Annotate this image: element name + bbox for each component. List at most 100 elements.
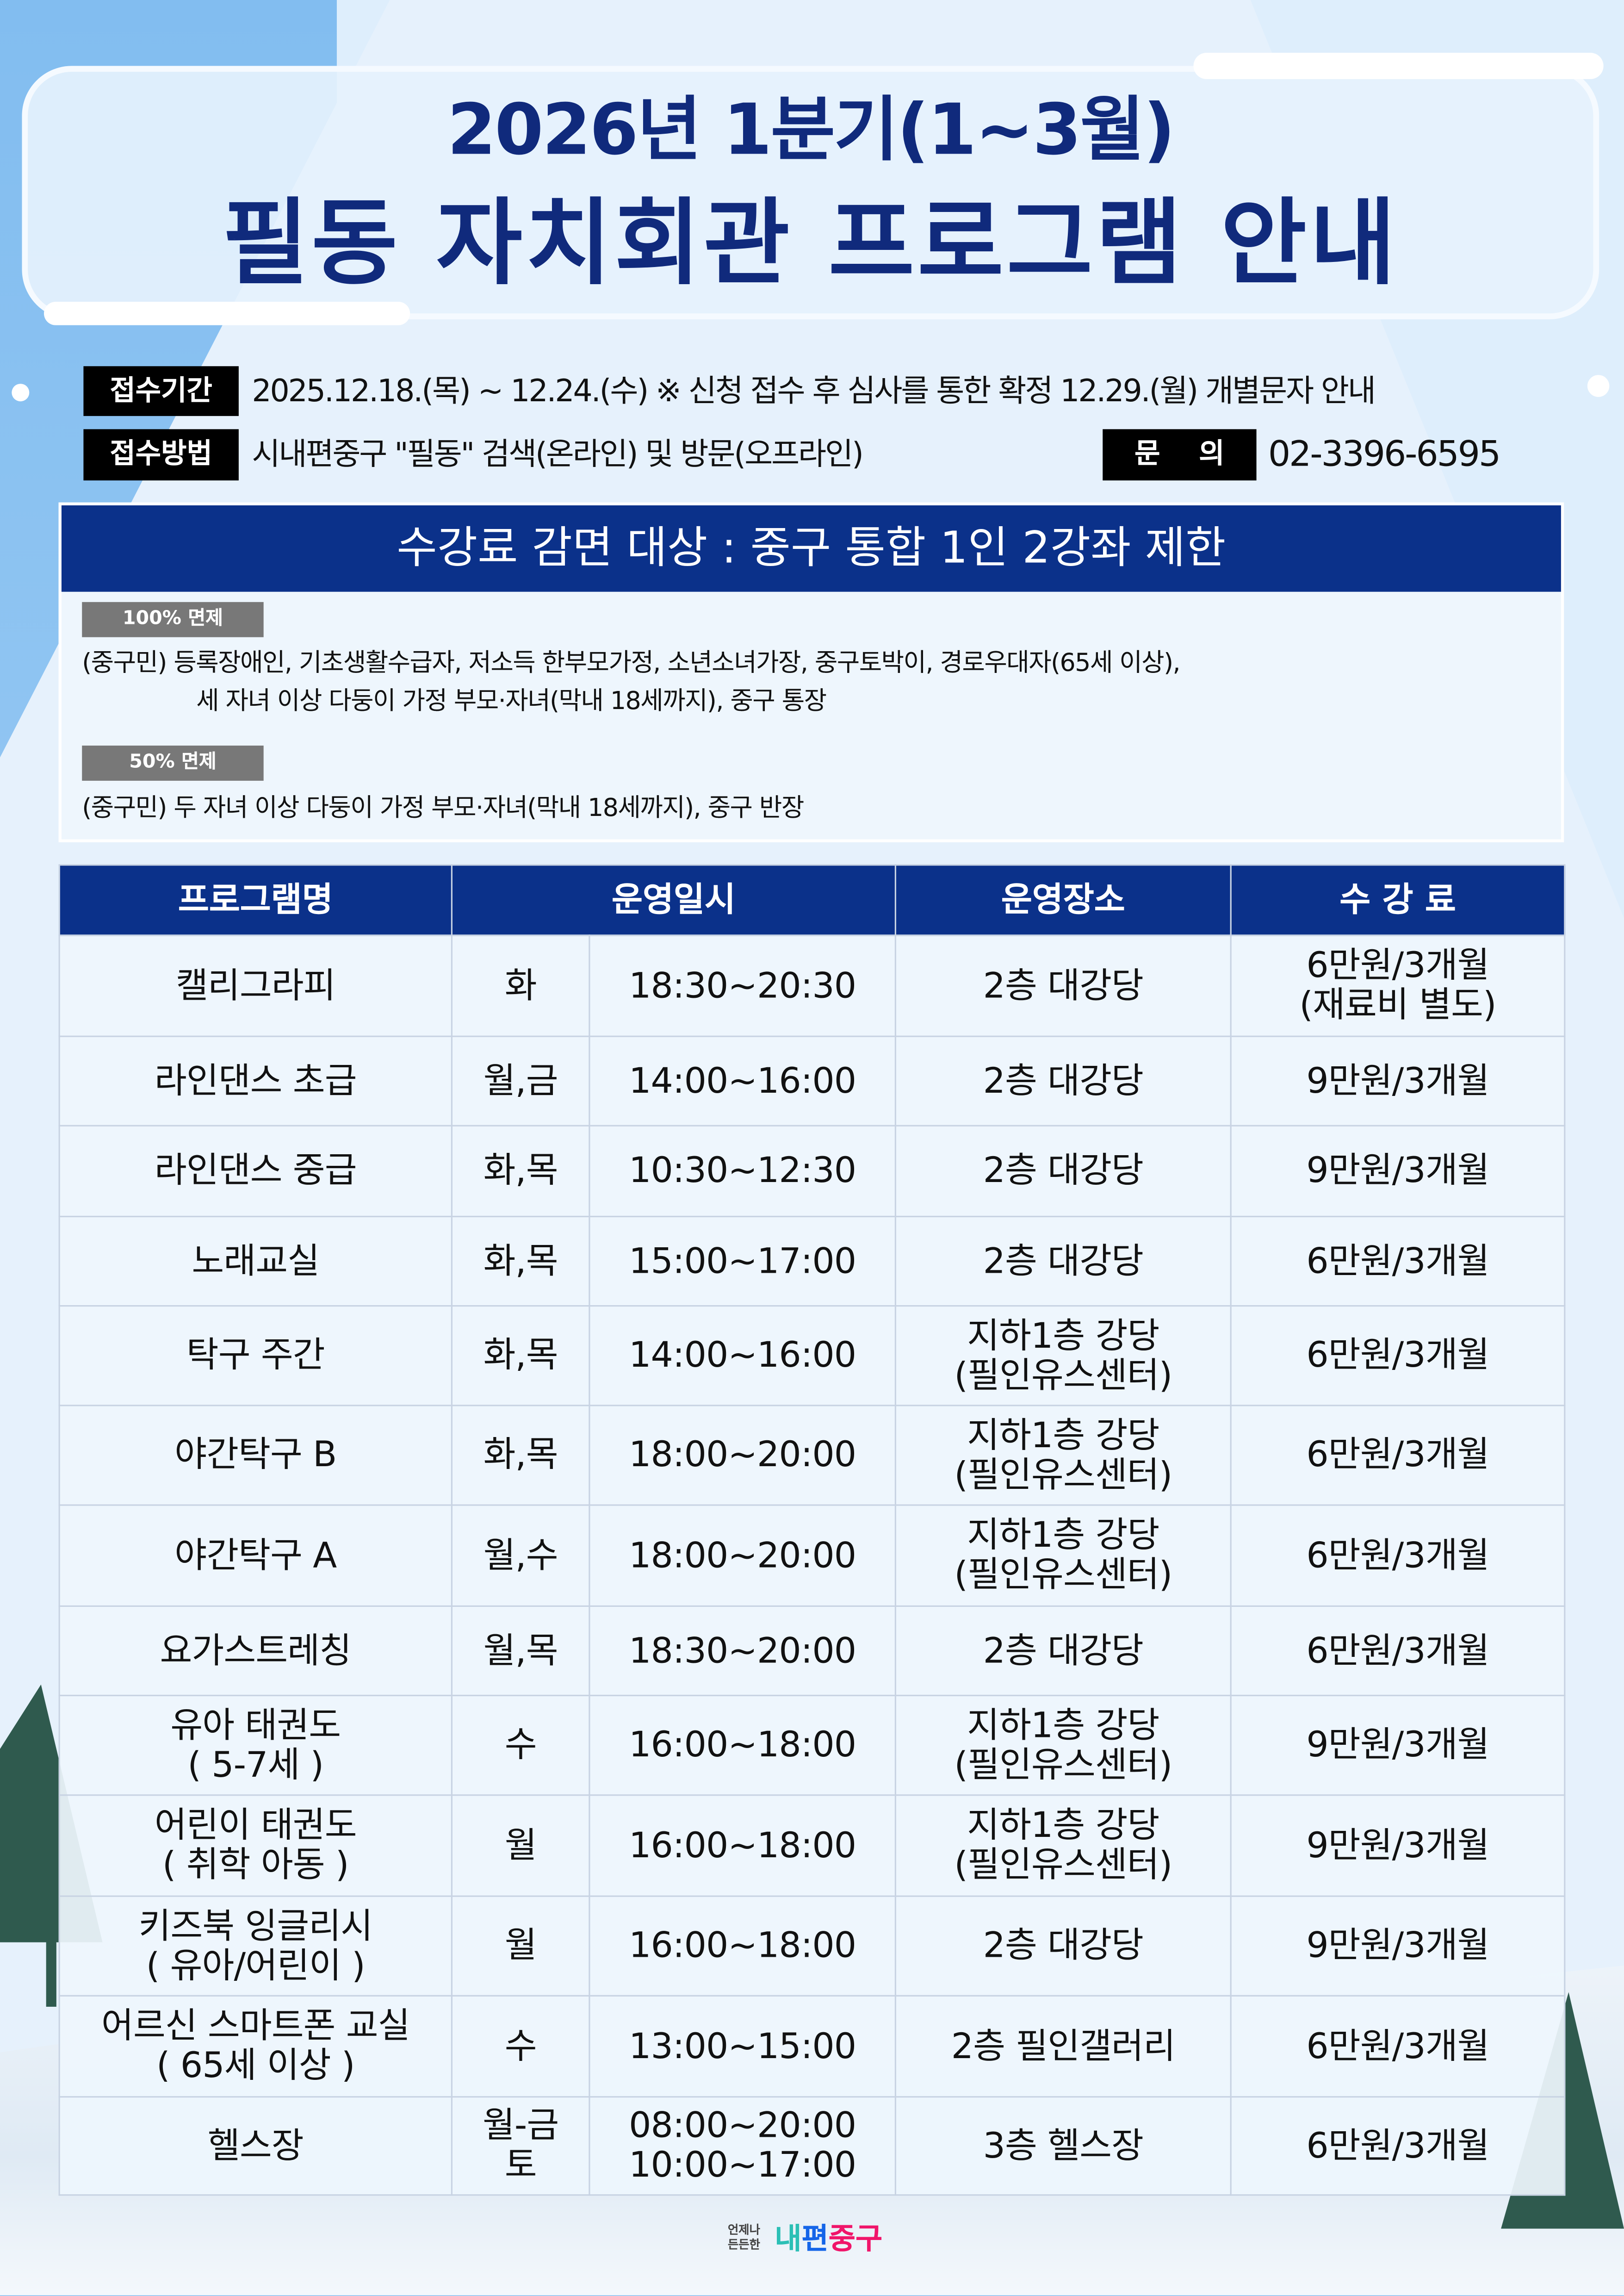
cell-place: 지하1층 강당 (필인유스센터) <box>894 1305 1232 1406</box>
snow-cap <box>43 301 410 325</box>
cell-fee: 6만원/3개월 <box>1230 2096 1566 2196</box>
method-label: 접수방법 <box>83 429 239 481</box>
cell-day: 화 <box>451 934 590 1037</box>
cell-time: 14:00~16:00 <box>589 1035 897 1126</box>
cell-place: 2층 필인갤러리 <box>894 1995 1232 2098</box>
cell-day: 월-금 토 <box>451 2096 590 2196</box>
cell-name: 야간탁구 A <box>58 1504 452 1607</box>
cell-day: 월 <box>451 1794 590 1897</box>
cell-day: 월,수 <box>451 1504 590 1607</box>
logo: 언제나 든든한 내 편 중구 <box>728 2221 882 2256</box>
header-place: 운영장소 <box>894 864 1232 936</box>
contact-phone: 02-3396-6595 <box>1268 433 1501 475</box>
discount-full-line2: 세 자녀 이상 다둥이 가정 부모·자녀(막내 18세까지), 중구 통장 <box>196 687 827 716</box>
table-row: 키즈북 잉글리시 ( 유아/어린이 ) 월 16:00~18:00 2층 대강당 9만원… <box>58 1895 1566 1997</box>
cell-day: 화,목 <box>451 1215 590 1307</box>
table-row: 유아 태권도 ( 5-7세 ) 수 16:00~18:00 지하1층 강당 (필인유스… <box>58 1694 1566 1796</box>
contact-label: 문 의 <box>1103 429 1257 481</box>
table-row: 어르신 스마트폰 교실 ( 65세 이상 ) 수 13:00~15:00 2층 필인갤… <box>58 1995 1566 2098</box>
cell-place: 지하1층 강당 (필인유스센터) <box>894 1405 1232 1506</box>
cell-time: 18:30~20:00 <box>589 1605 897 1697</box>
cell-time: 14:00~16:00 <box>589 1305 897 1406</box>
table-row: 라인댄스 중급 화,목 10:30~12:30 2층 대강당 9만원/3개월 <box>58 1125 1566 1218</box>
cell-name: 탁구 주간 <box>58 1305 452 1406</box>
cell-time: 15:00~17:00 <box>589 1215 897 1307</box>
cell-place: 2층 대강당 <box>894 934 1232 1037</box>
header-fee: 수 강 료 <box>1230 864 1566 936</box>
cell-place: 2층 대강당 <box>894 1605 1232 1697</box>
cell-place: 지하1층 강당 (필인유스센터) <box>894 1694 1232 1796</box>
cell-day: 월,금 <box>451 1035 590 1126</box>
cell-fee: 6만원/3개월 <box>1230 1215 1566 1307</box>
discount-header: 수강료 감면 대상 : 중구 통합 1인 2강좌 제한 <box>61 505 1561 592</box>
cell-place: 3층 헬스장 <box>894 2096 1232 2196</box>
cell-name: 헬스장 <box>58 2096 452 2196</box>
cell-place: 지하1층 강당 (필인유스센터) <box>894 1504 1232 1607</box>
cell-fee: 9만원/3개월 <box>1230 1035 1566 1126</box>
program-table: 프로그램명 운영일시 운영장소 수 강 료 캘리그라피 화 18:30~20:30 2… <box>58 864 1566 2196</box>
cell-time: 18:00~20:00 <box>589 1405 897 1506</box>
method-text: 시내편중구 "필동" 검색(온라인) 및 방문(오프라인) <box>252 436 864 472</box>
cell-name: 라인댄스 초급 <box>58 1035 452 1126</box>
cell-place: 지하1층 강당 (필인유스센터) <box>894 1794 1232 1897</box>
cell-day: 수 <box>451 1694 590 1796</box>
cell-name: 야간탁구 B <box>58 1405 452 1506</box>
cell-fee: 6만원/3개월 <box>1230 1504 1566 1607</box>
table-row: 야간탁구 A 월,수 18:00~20:00 지하1층 강당 (필인유스센터) 6만원/… <box>58 1504 1566 1607</box>
badge-100: 100% 면제 <box>82 602 264 637</box>
cell-name: 어르신 스마트폰 교실 ( 65세 이상 ) <box>58 1995 452 2098</box>
cell-time: 16:00~18:00 <box>589 1895 897 1997</box>
cell-fee: 6만원/3개월 <box>1230 1995 1566 2098</box>
cell-name: 키즈북 잉글리시 ( 유아/어린이 ) <box>58 1895 452 1997</box>
cell-time: 18:00~20:00 <box>589 1504 897 1607</box>
cell-name: 캘리그라피 <box>58 934 452 1037</box>
cell-fee: 6만원/3개월 <box>1230 1405 1566 1506</box>
logo-part1: 내 <box>775 2221 802 2256</box>
cell-fee: 9만원/3개월 <box>1230 1794 1566 1897</box>
logo-part3: 중구 <box>828 2221 883 2256</box>
table-row: 탁구 주간 화,목 14:00~16:00 지하1층 강당 (필인유스센터) 6만원/3… <box>58 1305 1566 1406</box>
period-label: 접수기간 <box>83 366 239 416</box>
cell-time: 13:00~15:00 <box>589 1995 897 2098</box>
title-line1: 2026년 1분기(1~3월) <box>447 89 1176 172</box>
header-program: 프로그램명 <box>58 864 452 936</box>
cell-time: 16:00~18:00 <box>589 1694 897 1796</box>
cell-day: 화,목 <box>451 1305 590 1406</box>
cell-fee: 9만원/3개월 <box>1230 1125 1566 1218</box>
cell-day: 화,목 <box>451 1125 590 1218</box>
cell-time: 16:00~18:00 <box>589 1794 897 1897</box>
table-row: 어린이 태권도 ( 취학 아동 ) 월 16:00~18:00 지하1층 강당 (필인… <box>58 1794 1566 1897</box>
table-row: 캘리그라피 화 18:30~20:30 2층 대강당 6만원/3개월 (재료비 별도) <box>58 934 1566 1037</box>
discount-full-line1: (중구민) 등록장애인, 기초생활수급자, 저소득 한부모가정, 소년소녀가장,… <box>82 649 1180 678</box>
table-row: 라인댄스 초급 월,금 14:00~16:00 2층 대강당 9만원/3개월 <box>58 1035 1566 1126</box>
discount-half-line1: (중구민) 두 자녀 이상 다둥이 가정 부모·자녀(막내 18세까지), 중구… <box>82 794 804 823</box>
discount-box: 수강료 감면 대상 : 중구 통합 1인 2강좌 제한 100% 면제 (중구민… <box>58 502 1564 842</box>
logo-slogan: 언제나 든든한 <box>728 2223 760 2252</box>
title-box: 2026년 1분기(1~3월) 필동 자치회관 프로그램 안내 <box>22 66 1599 319</box>
cell-time: 18:30~20:30 <box>589 934 897 1037</box>
cell-name: 유아 태권도 ( 5-7세 ) <box>58 1694 452 1796</box>
table-row: 야간탁구 B 화,목 18:00~20:00 지하1층 강당 (필인유스센터) 6만원/… <box>58 1405 1566 1506</box>
snowflake <box>1587 375 1610 397</box>
period-text: 2025.12.18.(목) ~ 12.24.(수) ※ 신청 접수 후 심사를… <box>252 373 1376 409</box>
title-line2: 필동 자치회관 프로그램 안내 <box>222 190 1399 299</box>
cell-name: 노래교실 <box>58 1215 452 1307</box>
cell-fee: 6만원/3개월 <box>1230 1305 1566 1406</box>
table-row: 노래교실 화,목 15:00~17:00 2층 대강당 6만원/3개월 <box>58 1215 1566 1307</box>
cell-fee: 6만원/3개월 <box>1230 1605 1566 1697</box>
cell-day: 수 <box>451 1995 590 2098</box>
cell-day: 월 <box>451 1895 590 1997</box>
cell-day: 화,목 <box>451 1405 590 1506</box>
cell-time: 08:00~20:00 10:00~17:00 <box>589 2096 897 2196</box>
header-schedule: 운영일시 <box>451 864 897 936</box>
cell-place: 2층 대강당 <box>894 1035 1232 1126</box>
cell-place: 2층 대강당 <box>894 1895 1232 1997</box>
cell-fee: 9만원/3개월 <box>1230 1895 1566 1997</box>
cell-name: 어린이 태권도 ( 취학 아동 ) <box>58 1794 452 1897</box>
snowflake <box>12 384 30 402</box>
table-row: 요가스트레칭 월,목 18:30~20:00 2층 대강당 6만원/3개월 <box>58 1605 1566 1697</box>
snow-cap <box>1193 52 1604 79</box>
cell-day: 월,목 <box>451 1605 590 1697</box>
cell-fee: 6만원/3개월 (재료비 별도) <box>1230 934 1566 1037</box>
